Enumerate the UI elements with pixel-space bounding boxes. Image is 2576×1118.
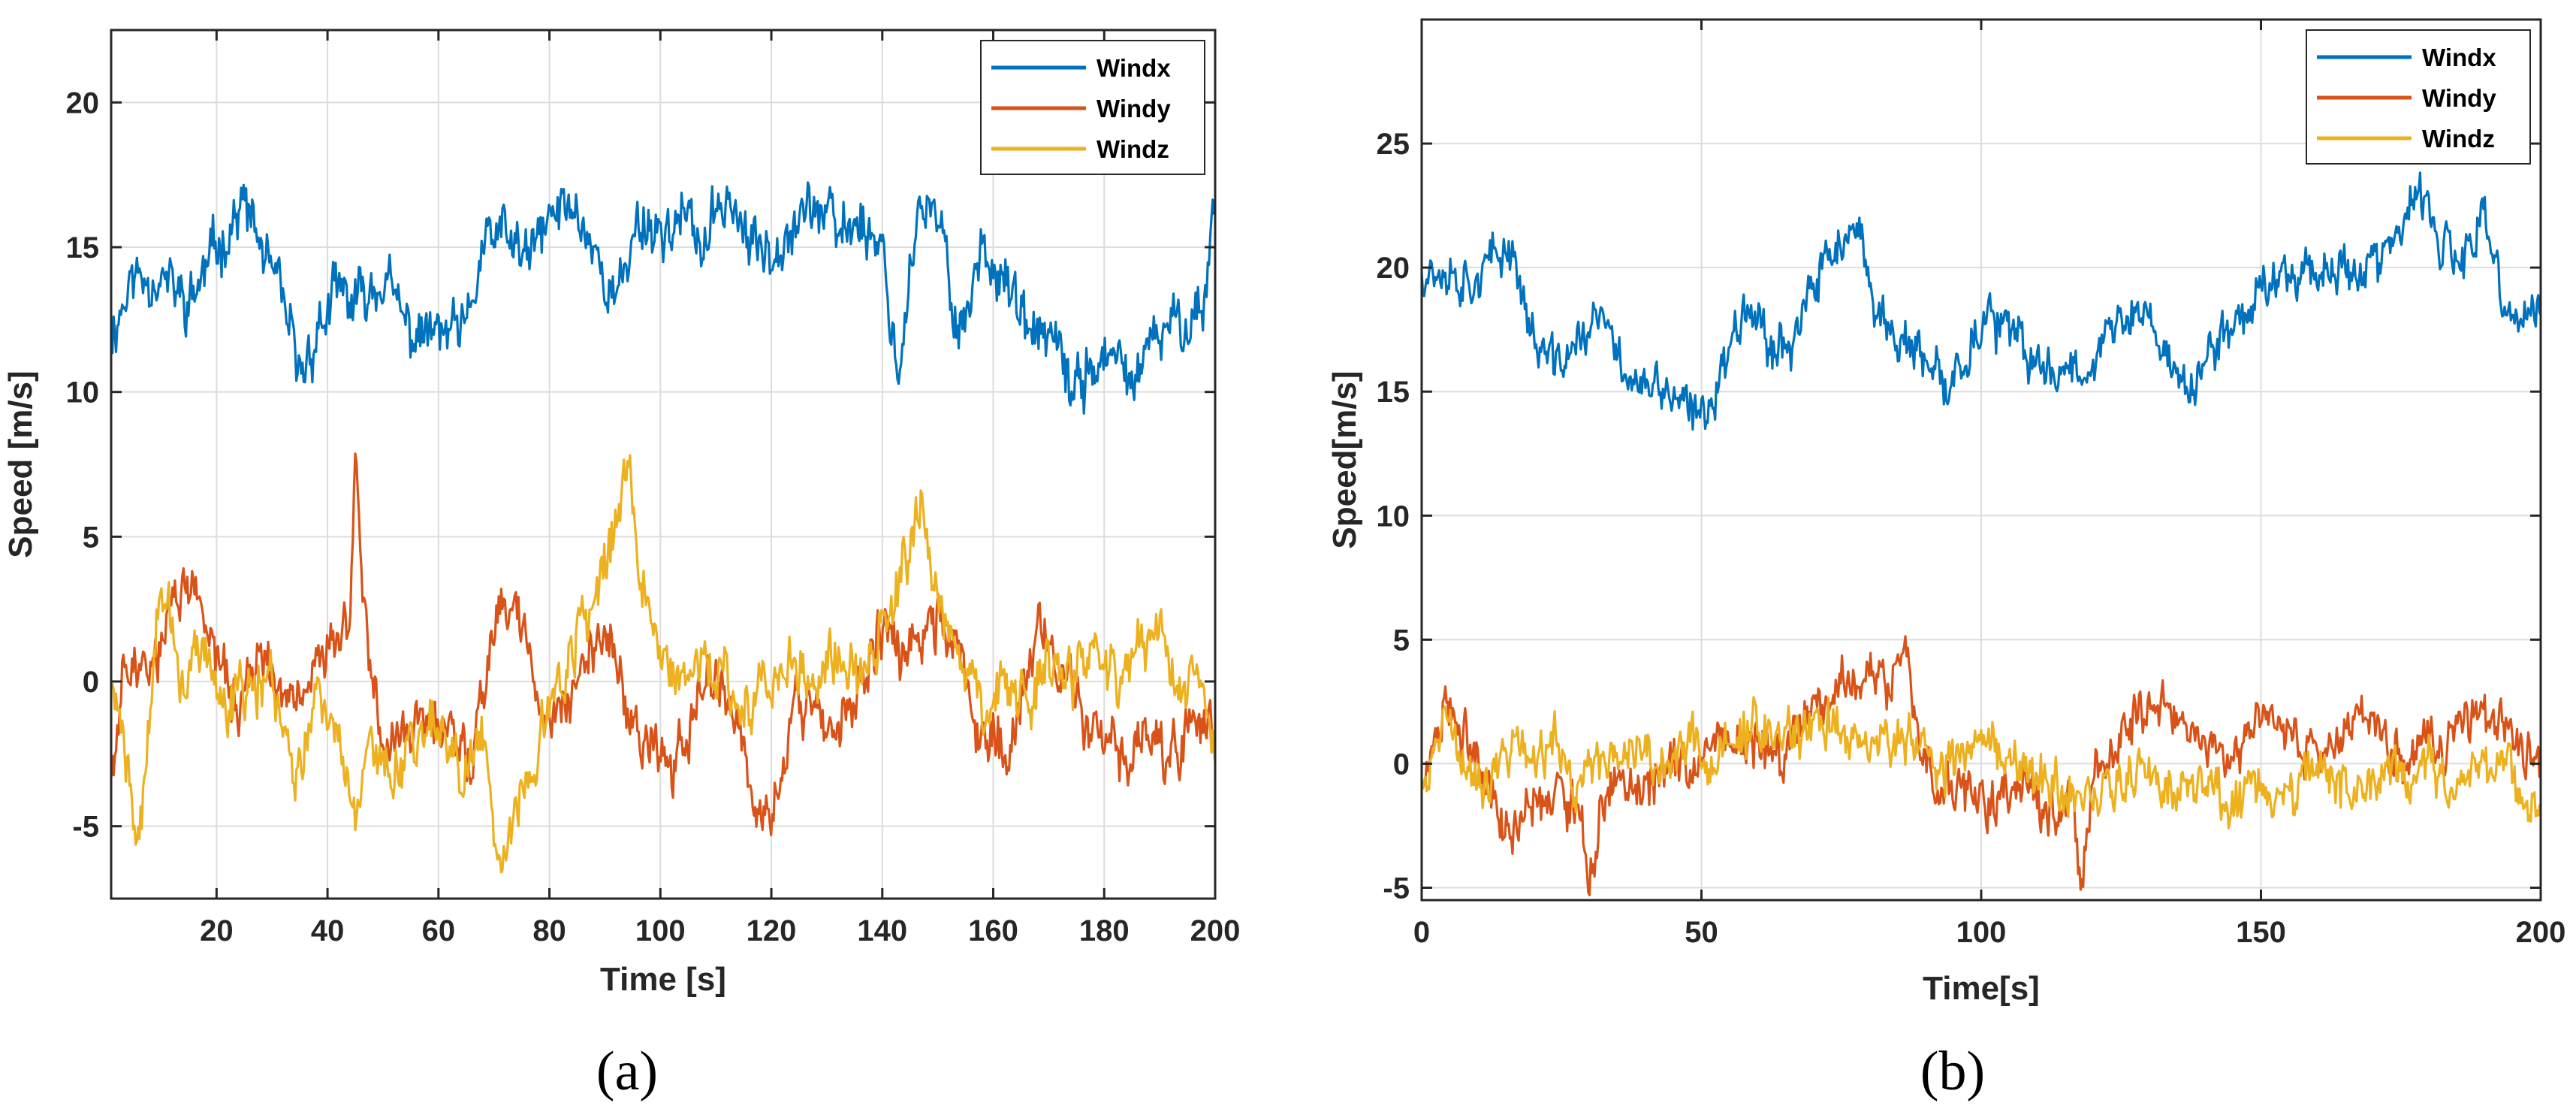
y-tick-label: 20	[66, 86, 100, 119]
legend-label-windx: Windx	[2422, 44, 2496, 71]
y-tick-label: 15	[1377, 376, 1410, 409]
x-tick-label: 150	[2236, 916, 2286, 949]
legend-label-windz: Windz	[1096, 135, 1169, 163]
x-tick-label: 180	[1079, 914, 1130, 947]
chart-a: 20 40 60 80 100 120 140 160 180 200 -5 0 5 10 15 20 Time…	[2, 29, 1241, 1102]
x-tick-label: 120	[747, 914, 797, 947]
y-tick-label: 5	[1393, 624, 1410, 657]
plot-frame	[110, 29, 1217, 900]
legend-label-windx: Windx	[1096, 54, 1171, 82]
legend-label-windy: Windy	[2422, 84, 2496, 112]
y-tick-label: -5	[72, 811, 99, 844]
x-tick-label: 100	[1956, 916, 2007, 949]
series-line-windz	[110, 454, 1217, 874]
series-line-windx	[110, 181, 1217, 415]
legend-label-windz: Windz	[2422, 125, 2495, 153]
series-line-windz	[1420, 696, 2542, 829]
y-tick-label: 10	[66, 376, 100, 409]
x-tick-label: 0	[1413, 916, 1430, 949]
x-tick-label: 200	[1190, 914, 1241, 947]
y-tick-label: 0	[83, 666, 99, 699]
y-tick-label: 20	[1377, 252, 1410, 285]
x-axis-label: Time[s]	[1923, 970, 2040, 1007]
x-tick-label: 200	[2516, 916, 2566, 949]
legend-label-windy: Windy	[1096, 95, 1171, 122]
series-line-windy	[1421, 635, 2542, 896]
series-line-windy	[110, 452, 1217, 837]
x-tick-label: 50	[1685, 916, 1718, 949]
series-line-windx	[1420, 171, 2542, 431]
y-tick-label: 15	[66, 231, 100, 264]
x-axis-label: Time [s]	[600, 961, 726, 998]
x-tick-label: 40	[311, 914, 345, 947]
y-tick-label: 10	[1377, 500, 1410, 533]
y-tick-label: 0	[1393, 748, 1410, 781]
x-tick-label: 20	[200, 914, 234, 947]
chart-caption: (a)	[596, 1041, 658, 1102]
x-tick-label: 80	[532, 914, 566, 947]
y-tick-label: -5	[1383, 872, 1410, 905]
chart-b: 0 50 100 150 200-50510152025Time[s]Speed[m/s…	[1326, 18, 2566, 1102]
x-tick-label: 60	[422, 914, 456, 947]
x-tick-label: 160	[968, 914, 1018, 947]
y-axis-label: Speed [m/s]	[2, 370, 39, 557]
y-axis-label: Speed[m/s]	[1326, 370, 1363, 548]
y-tick-label: 25	[1377, 128, 1410, 161]
y-tick-label: 5	[83, 521, 99, 554]
x-tick-label: 140	[857, 914, 907, 947]
x-tick-label: 100	[635, 914, 686, 947]
chart-caption: (b)	[1920, 1041, 1985, 1102]
